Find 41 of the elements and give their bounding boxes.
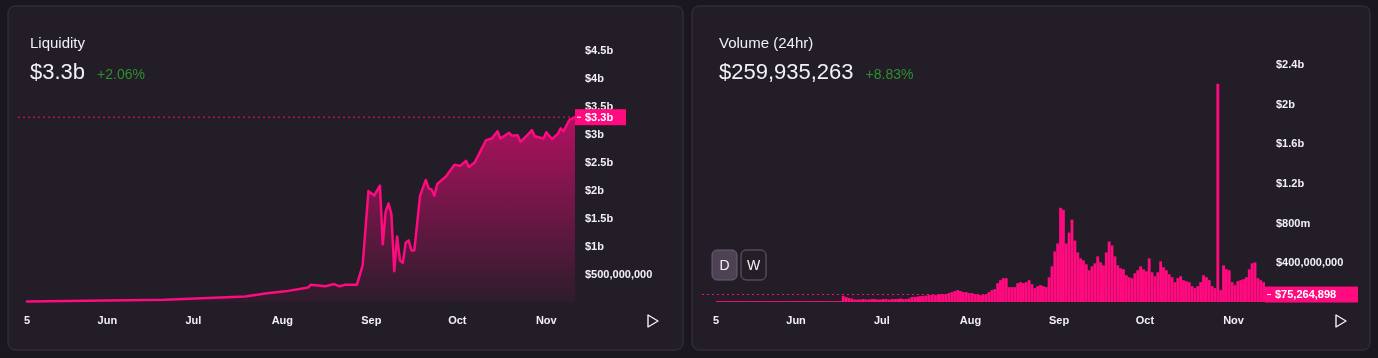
- x-tick-label: Aug: [271, 314, 294, 326]
- y-tick-label: $2b: [1276, 97, 1296, 110]
- y-tick-label: $2.4b: [1276, 57, 1305, 70]
- annotation: D: [719, 257, 730, 273]
- x-tick-label: Jun: [97, 314, 118, 326]
- annotation: +2.06%: [97, 66, 145, 82]
- ref-line-label: $3.3b: [585, 111, 614, 124]
- x-tick-label: Nov: [1223, 314, 1245, 326]
- chart-subtitle: $259,935,263: [719, 59, 854, 84]
- y-tick-label: $1.6b: [1276, 137, 1305, 150]
- x-tick-label: Nov: [535, 314, 558, 326]
- chart-subtitle: $3.3b: [30, 59, 86, 84]
- y-tick-label: $500,000,000: [585, 267, 653, 280]
- toggle-button: W: [740, 249, 767, 281]
- y-tick-label: $1.5b: [585, 211, 614, 224]
- y-tick-label: $4.5b: [585, 43, 614, 56]
- y-tick-label: $2.5b: [585, 155, 614, 168]
- toggle-button: D: [711, 249, 738, 281]
- x-tick-label: Jul: [185, 314, 202, 326]
- y-tick-label: $3.5b: [585, 99, 614, 112]
- ref-line-label: $75,264,898: [1275, 288, 1337, 301]
- x-tick-label: Sep: [361, 314, 382, 326]
- y-tick-label: $3b: [585, 127, 605, 140]
- chart-title: Liquidity: [30, 34, 86, 51]
- x-tick-label: 5: [23, 314, 31, 326]
- y-tick-label: $800m: [1276, 216, 1311, 229]
- x-tick-label: Jun: [786, 314, 807, 326]
- annotation: +8.83%: [865, 66, 914, 82]
- annotation: W: [746, 257, 761, 273]
- y-tick-label: $1.2b: [1276, 176, 1305, 189]
- x-tick-label: Sep: [1049, 314, 1070, 326]
- x-tick-label: Oct: [1135, 314, 1155, 326]
- x-tick-label: Aug: [959, 314, 982, 326]
- x-tick-label: Oct: [448, 314, 467, 326]
- y-tick-label: $400,000,000: [1276, 256, 1344, 269]
- x-tick-label: 5: [712, 314, 720, 326]
- y-tick-label: $4b: [585, 71, 605, 84]
- y-tick-label: $1b: [585, 239, 605, 252]
- y-tick-label: $2b: [585, 183, 605, 196]
- x-tick-label: Jul: [873, 314, 890, 326]
- chart-title: Volume (24hr): [719, 34, 814, 51]
